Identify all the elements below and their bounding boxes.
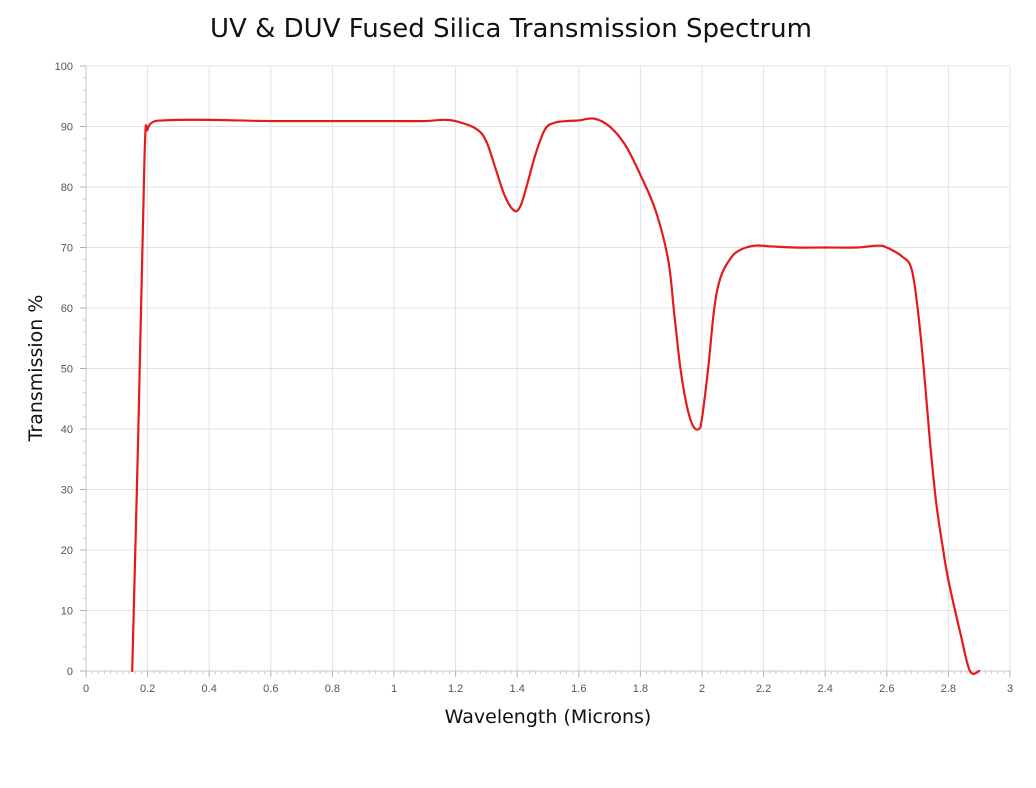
x-tick-label: 2.4 [818,683,833,695]
tick-marks [80,65,1011,677]
x-axis-title: Wavelength (Microns) [445,706,652,728]
chart-title: UV & DUV Fused Silica Transmission Spect… [210,14,812,44]
y-tick-label: 100 [55,61,73,73]
y-tick-label: 10 [61,606,73,618]
x-tick-labels: 0 0.2 0.4 0.6 0.8 1 1.2 1.4 1.6 1.8 2 2.2 2.4 2.6 2.8 3 [83,683,1013,695]
x-tick-label: 1.6 [571,683,586,695]
y-tick-label: 50 [61,364,73,376]
grid [86,65,1011,671]
x-tick-label: 1.2 [448,683,463,695]
y-tick-label: 60 [61,303,73,315]
y-axis-title: Transmission % [25,295,47,443]
series-line [131,117,981,675]
x-tick-label: 1.4 [510,683,525,695]
series-group [131,117,981,675]
y-tick-label: 80 [61,182,73,194]
x-tick-label: 1.8 [633,683,648,695]
x-tick-label: 3 [1007,683,1013,695]
y-tick-label: 20 [61,545,73,557]
y-tick-label: 40 [61,424,73,436]
x-tick-label: 2.6 [879,683,894,695]
x-tick-label: 0.4 [202,683,217,695]
y-tick-labels: 0 10 20 30 40 50 60 70 80 90 100 [55,61,73,678]
y-tick-label: 90 [61,122,73,134]
y-tick-label: 0 [67,666,73,678]
x-tick-label: 0 [83,683,89,695]
y-tick-label: 70 [61,243,73,255]
x-tick-label: 0.2 [140,683,155,695]
y-tick-label: 30 [61,485,73,497]
x-tick-label: 2.8 [941,683,956,695]
x-tick-label: 0.6 [263,683,278,695]
x-tick-label: 1 [391,683,397,695]
x-tick-label: 2.2 [756,683,771,695]
x-tick-label: 2 [699,683,705,695]
x-tick-label: 0.8 [325,683,340,695]
